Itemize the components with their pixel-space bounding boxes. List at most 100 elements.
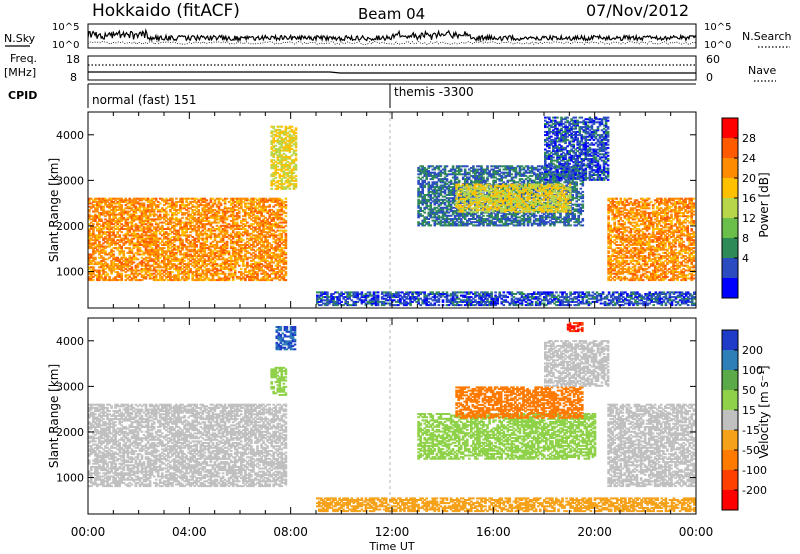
heatmap-cell	[340, 301, 343, 303]
heatmap-cell	[159, 203, 162, 205]
heatmap-cell	[139, 247, 142, 249]
heatmap-cell	[285, 233, 288, 235]
heatmap-cell	[165, 211, 168, 213]
heatmap-cell	[181, 217, 184, 219]
heatmap-cell	[161, 225, 164, 227]
heatmap-cell	[226, 230, 229, 232]
heatmap-cell	[242, 239, 245, 241]
heatmap-cell	[195, 244, 198, 246]
heatmap-cell	[295, 164, 298, 166]
heatmap-cell	[285, 204, 288, 206]
nsearch-line	[88, 42, 696, 45]
heatmap-cell	[112, 250, 115, 252]
heatmap-cell	[133, 262, 136, 264]
nsky-label: N.Sky	[4, 32, 36, 45]
heatmap-cell	[246, 230, 249, 232]
heatmap-cell	[224, 273, 227, 275]
beam-label: Beam 04	[358, 5, 425, 23]
heatmap-cell	[285, 230, 288, 232]
heatmap-cell	[270, 265, 273, 267]
heatmap-cell	[197, 209, 200, 211]
heatmap-cell	[285, 266, 288, 268]
heatmap-cell	[285, 212, 288, 214]
heatmap-cell	[277, 166, 280, 168]
heatmap-cell	[295, 178, 298, 180]
heatmap-cell	[295, 132, 298, 134]
heatmap-cell	[442, 299, 445, 301]
heatmap-cell	[295, 175, 298, 177]
heatmap-cell	[285, 201, 288, 203]
heatmap-cell	[295, 142, 298, 144]
heatmap-cell	[238, 265, 241, 267]
freq-tick-bottom: 8	[70, 71, 77, 84]
heatmap-cell	[183, 260, 186, 262]
heatmap-cell	[268, 204, 271, 206]
heatmap-cell	[346, 301, 349, 303]
heatmap-cell	[181, 239, 184, 241]
heatmap-cell	[285, 252, 288, 254]
heatmap-cell	[285, 215, 288, 217]
freq-tick-top: 18	[66, 53, 80, 66]
heatmap-cell	[155, 198, 158, 200]
heatmap-cell	[438, 304, 441, 306]
heatmap-cell	[118, 234, 121, 236]
nsearch-tick-bottom: 10^0	[704, 40, 731, 51]
heatmap-cell	[285, 257, 288, 259]
plot-title: Hokkaido (fitACF)	[92, 1, 240, 21]
heatmap-cell	[285, 198, 288, 200]
heatmap-cell	[503, 304, 506, 306]
heatmap-cell	[92, 223, 95, 225]
heatmap-cell	[244, 218, 247, 220]
heatmap-cell	[246, 262, 249, 264]
heatmap-cell	[446, 291, 449, 293]
heatmap-cell	[295, 135, 298, 137]
heatmap-cell	[293, 172, 296, 174]
freq-trace	[88, 72, 696, 73]
nave-tick-bottom: 0	[706, 71, 713, 84]
heatmap-cell	[270, 188, 273, 190]
heatmap-cell	[123, 250, 126, 252]
heatmap-cell	[171, 198, 174, 200]
freq-label-line1: Freq.	[10, 52, 37, 65]
heatmap-cell	[289, 188, 292, 190]
heatmap-cell	[281, 126, 284, 128]
cpid-segment-themis: themis -3300	[394, 85, 474, 99]
heatmap-cell	[94, 257, 97, 259]
heatmap-cell	[531, 301, 534, 303]
heatmap-cell	[206, 199, 209, 201]
heatmap-cell	[285, 260, 288, 262]
nsky-tick-top: 10^5	[52, 22, 79, 33]
nave-label: Nave	[748, 64, 776, 77]
heatmap-cell	[228, 250, 231, 252]
heatmap-cell	[275, 177, 278, 179]
heatmap-cell	[92, 266, 95, 268]
heatmap-cell	[120, 204, 123, 206]
nsky-trace	[88, 30, 696, 44]
heatmap-cell	[275, 145, 278, 147]
power-heatmap-cells	[88, 117, 696, 307]
heatmap-cell	[295, 158, 298, 160]
heatmap-cell	[236, 222, 239, 224]
freq-strip-frame	[88, 56, 696, 80]
heatmap-cell	[295, 150, 298, 152]
heatmap-cell	[460, 304, 463, 306]
heatmap-cell	[369, 291, 372, 293]
heatmap-cell	[108, 276, 111, 278]
heatmap-cell	[100, 218, 103, 220]
heatmap-cell	[220, 203, 223, 205]
heatmap-cell	[189, 268, 192, 270]
heatmap-cell	[423, 291, 426, 293]
heatmap-cell	[498, 291, 501, 293]
heatmap-cell	[361, 291, 364, 293]
cpid-label: CPID	[8, 89, 37, 102]
heatmap-cell	[490, 291, 493, 293]
nsearch-label: N.Search	[742, 30, 792, 43]
heatmap-cell	[238, 211, 241, 213]
heatmap-cell	[120, 231, 123, 233]
heatmap-cell	[98, 241, 101, 243]
heatmap-cell	[456, 295, 459, 297]
heatmap-cell	[187, 211, 190, 213]
heatmap-cell	[151, 223, 154, 225]
date-label: 07/Nov/2012	[586, 1, 689, 20]
heatmap-cell	[285, 225, 288, 227]
